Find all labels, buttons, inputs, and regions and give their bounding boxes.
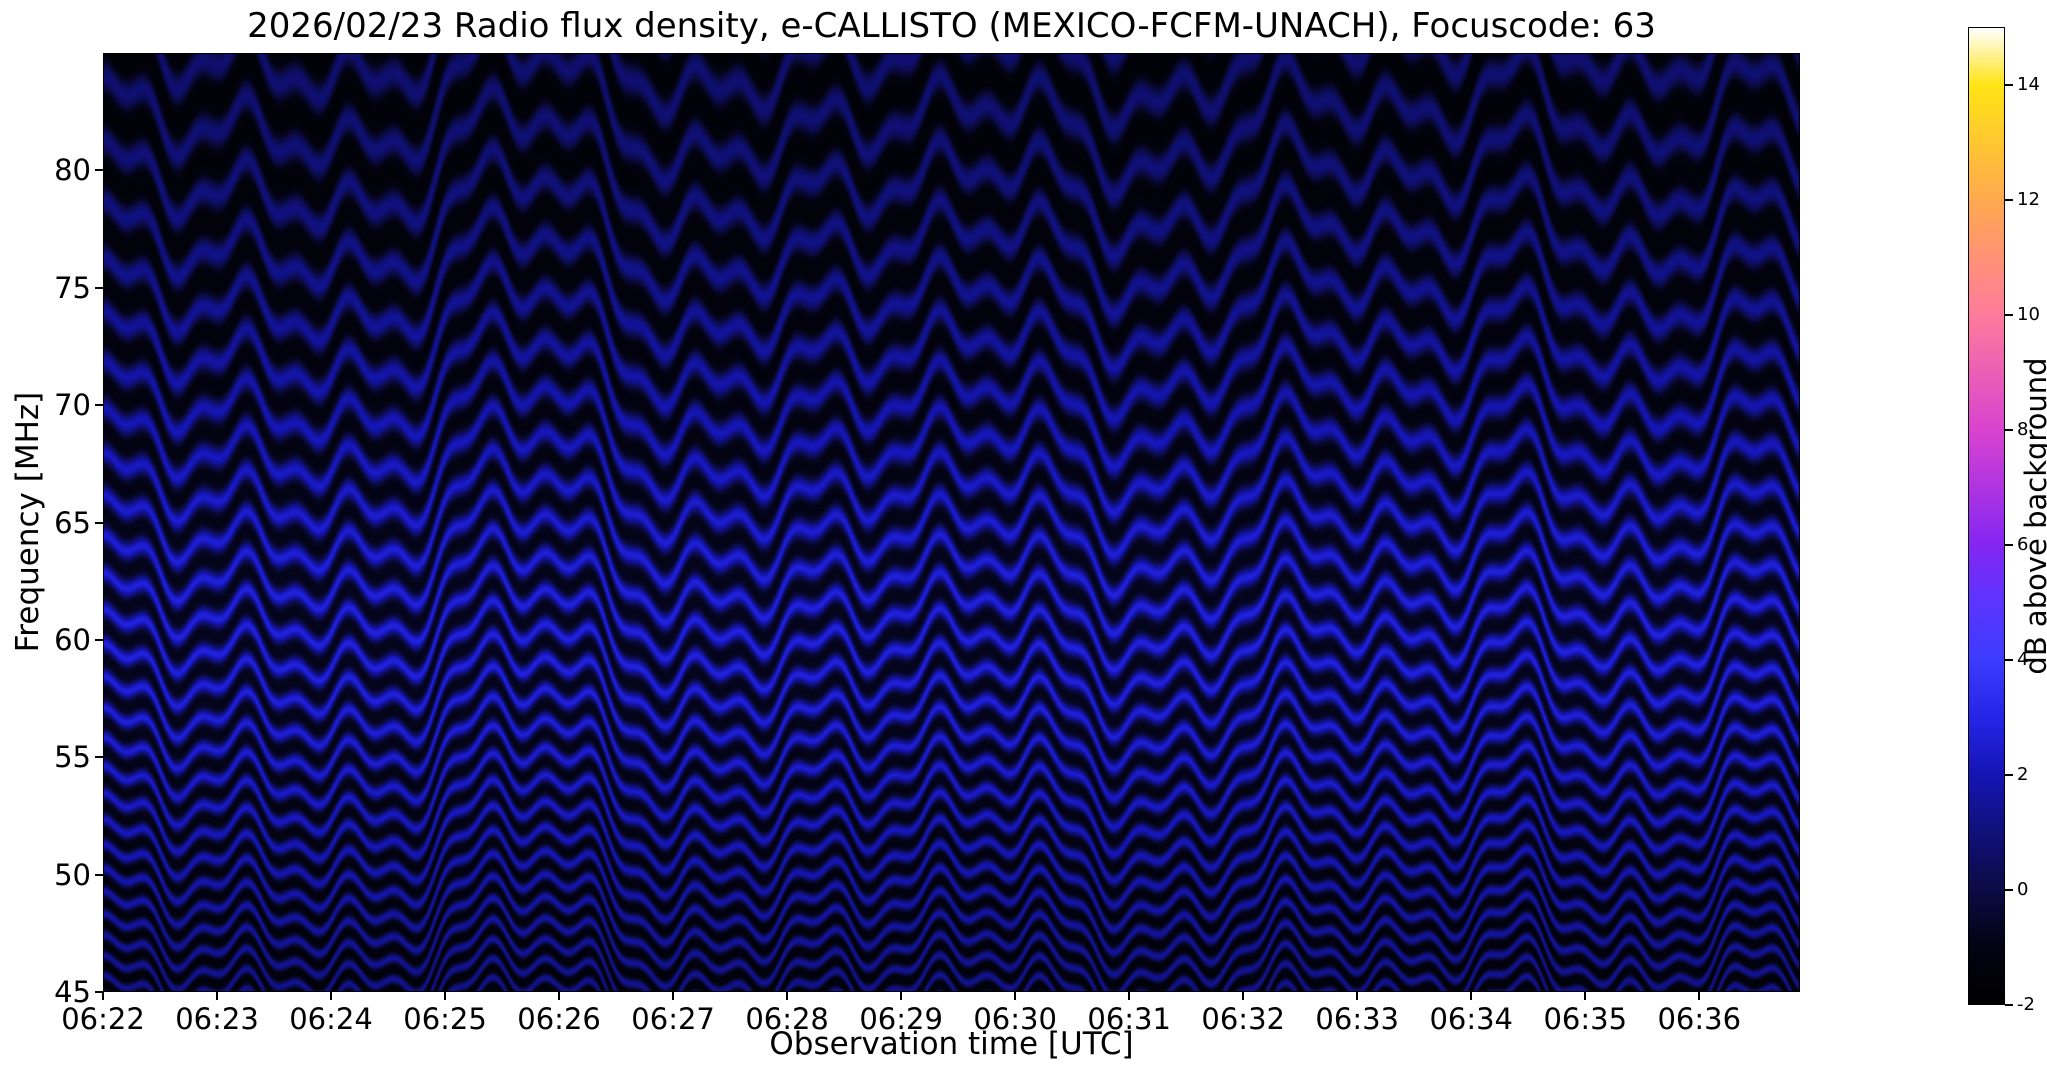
x-tick-mark xyxy=(1242,992,1245,1000)
x-tick-mark xyxy=(900,992,903,1000)
spectrogram-canvas xyxy=(104,54,1799,991)
x-tick-mark xyxy=(330,992,333,1000)
x-tick-mark xyxy=(1698,992,1701,1000)
x-tick-label: 06:34 xyxy=(1429,1002,1514,1036)
colorbar-tick-mark xyxy=(2005,543,2013,546)
x-tick-mark xyxy=(1128,992,1131,1000)
y-tick-mark xyxy=(95,873,103,876)
y-tick-label: 80 xyxy=(54,153,91,188)
x-tick-label: 06:23 xyxy=(175,1002,259,1036)
x-tick-mark xyxy=(1356,992,1359,1000)
x-tick-mark xyxy=(1014,992,1017,1000)
y-tick-mark xyxy=(95,404,103,407)
colorbar xyxy=(1968,27,2005,1005)
x-tick-label: 06:27 xyxy=(631,1002,715,1036)
colorbar-tick-mark xyxy=(2005,888,2013,891)
x-tick-label: 06:36 xyxy=(1657,1002,1742,1036)
y-tick-mark xyxy=(95,756,103,759)
colorbar-tick-mark xyxy=(2005,773,2013,776)
x-tick-label: 06:31 xyxy=(1087,1002,1171,1036)
y-tick-label: 65 xyxy=(54,505,91,540)
plot-title: 2026/02/23 Radio flux density, e-CALLIST… xyxy=(247,6,1656,46)
y-tick-mark xyxy=(95,991,103,993)
x-tick-mark xyxy=(216,992,219,1000)
x-tick-mark xyxy=(786,992,789,1000)
x-tick-label: 06:22 xyxy=(61,1002,145,1036)
x-tick-mark xyxy=(1584,992,1587,1000)
y-tick-label: 75 xyxy=(54,270,91,305)
y-tick-mark xyxy=(95,521,103,524)
y-tick-label: 70 xyxy=(54,388,91,423)
colorbar-tick-label: 0 xyxy=(2017,878,2029,900)
colorbar-tick-mark xyxy=(2005,198,2013,201)
y-tick-label: 45 xyxy=(54,975,91,1009)
x-tick-label: 06:35 xyxy=(1543,1002,1628,1036)
colorbar-label: dB above background xyxy=(2019,357,2047,675)
colorbar-tick-label: 4 xyxy=(2017,648,2029,670)
x-tick-label: 06:24 xyxy=(289,1002,373,1036)
colorbar-tick-mark xyxy=(2005,428,2013,431)
x-tick-label: 06:28 xyxy=(745,1002,829,1036)
x-tick-label: 06:26 xyxy=(517,1002,601,1036)
colorbar-tick-mark xyxy=(2005,83,2013,86)
colorbar-tick-label: 8 xyxy=(2017,418,2029,440)
colorbar-tick-mark xyxy=(2005,313,2013,316)
x-tick-mark xyxy=(558,992,561,1000)
y-tick-mark xyxy=(95,286,103,289)
x-tick-mark xyxy=(1470,992,1473,1000)
x-tick-mark xyxy=(672,992,675,1000)
x-axis-label: Observation time [UTC] xyxy=(769,1026,1134,1062)
colorbar-tick-label: 2 xyxy=(2017,763,2029,785)
colorbar-tick-label: 14 xyxy=(2017,73,2040,95)
y-tick-label: 55 xyxy=(54,740,91,775)
x-tick-label: 06:29 xyxy=(859,1002,943,1036)
colorbar-tick-label: 12 xyxy=(2017,188,2040,210)
x-tick-mark xyxy=(444,992,447,1000)
y-tick-mark xyxy=(95,638,103,641)
x-tick-label: 06:32 xyxy=(1201,1002,1285,1036)
colorbar-tick-mark xyxy=(2005,1004,2013,1006)
y-tick-label: 50 xyxy=(54,857,91,892)
colorbar-tick-mark xyxy=(2005,658,2013,661)
x-tick-label: 06:30 xyxy=(973,1002,1057,1036)
colorbar-tick-label: 6 xyxy=(2017,533,2029,555)
x-tick-label: 06:25 xyxy=(403,1002,487,1036)
y-tick-label: 60 xyxy=(54,622,91,657)
y-tick-mark xyxy=(95,169,103,172)
colorbar-tick-label: -2 xyxy=(2017,994,2035,1015)
x-tick-label: 06:33 xyxy=(1315,1002,1399,1036)
colorbar-tick-label: 10 xyxy=(2017,303,2040,325)
plot-area xyxy=(103,53,1800,992)
x-tick-mark xyxy=(102,992,104,1000)
